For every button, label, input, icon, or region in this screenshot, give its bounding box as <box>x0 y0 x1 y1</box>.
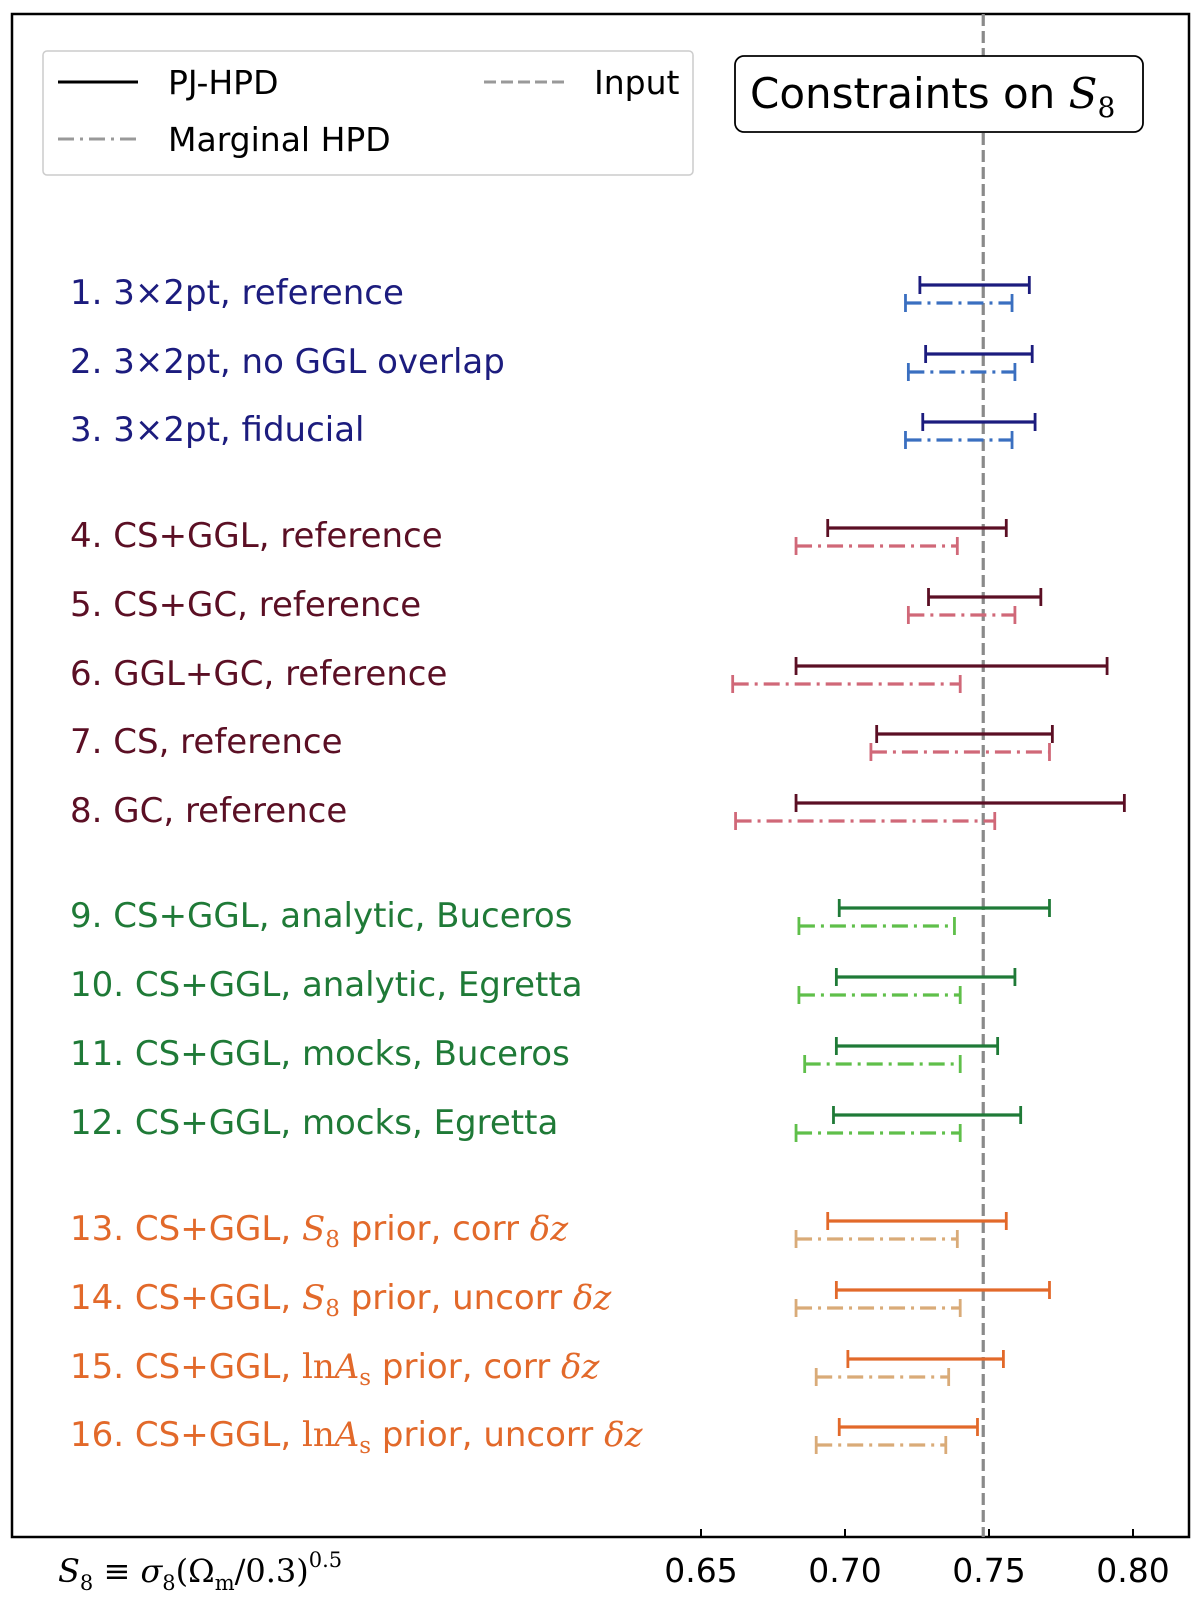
plot-frame <box>10 12 1191 1539</box>
row-label-13-part-3: prior, corr <box>340 1209 530 1249</box>
row-label-10: 10. CS+GGL, analytic, Egretta <box>70 965 583 1005</box>
marginal-hpd-bar-9 <box>797 917 956 935</box>
row-label-15-part-3: s <box>359 1365 371 1391</box>
pj-hpd-bar-9 <box>837 899 1051 917</box>
row-label-3: 3. 3×2pt, fiducial <box>70 410 365 450</box>
chart-title-prefix: Constraints on <box>750 69 1069 118</box>
row-label-14-part-1: S <box>302 1278 325 1318</box>
marginal-hpd-bar-10 <box>797 986 962 1004</box>
marginal-hpd-bar-11 <box>803 1055 962 1073</box>
row-label-6: 6. GGL+GC, reference <box>70 654 447 694</box>
row-label-8: 8. GC, reference <box>70 791 347 831</box>
row-label-12: 12. CS+GGL, mocks, Egretta <box>70 1103 558 1143</box>
x-axis: 0.65 0.70 0.75 0.80 <box>664 1529 1170 1590</box>
chart-title-symbol: S <box>1069 69 1098 118</box>
marginal-hpd-bar-14 <box>794 1299 962 1317</box>
row-label-16-part-1: ln <box>302 1415 335 1455</box>
pj-hpd-bar-7 <box>875 725 1054 743</box>
row-label-13-part-4: δz <box>530 1209 569 1249</box>
row-label-14-part-0: 14. CS+GGL, <box>70 1278 302 1318</box>
legend: PJ-HPD Marginal HPD Input <box>42 50 694 176</box>
row-label-14-part-3: prior, uncorr <box>340 1278 573 1318</box>
pj-hpd-bar-5 <box>927 588 1043 606</box>
chart-title-subscript: 8 <box>1097 91 1115 124</box>
legend-marginal-label: Marginal HPD <box>168 120 391 159</box>
pj-hpd-bar-14 <box>834 1281 1051 1299</box>
row-label-15-part-2: A <box>332 1347 360 1387</box>
row-label-2: 2. 3×2pt, no GGL overlap <box>70 342 505 382</box>
row-label-16-part-5: δz <box>604 1415 643 1455</box>
marginal-hpd-bar-16 <box>814 1436 948 1454</box>
row-labels-layer: 1. 3×2pt, reference 2. 3×2pt, no GGL over… <box>70 273 644 1459</box>
pj-hpd-bar-13 <box>826 1212 1008 1230</box>
marginal-hpd-bar-3 <box>904 431 1014 449</box>
row-label-15-part-1: ln <box>302 1347 335 1387</box>
pj-hpd-bar-10 <box>834 968 1017 986</box>
legend-box <box>42 50 694 176</box>
pj-hpd-bar-8 <box>794 794 1126 812</box>
row-label-16: 16. CS+GGL, lnAs prior, uncorr δz <box>70 1415 644 1459</box>
marginal-hpd-bar-13 <box>794 1230 959 1248</box>
row-label-13-part-1: S <box>302 1209 325 1249</box>
x-tick-label-1: 0.70 <box>808 1551 881 1590</box>
legend-pj-label: PJ-HPD <box>168 63 279 102</box>
marginal-hpd-bar-2 <box>906 363 1017 381</box>
legend-input-label: Input <box>594 63 680 102</box>
row-label-15: 15. CS+GGL, lnAs prior, corr δz <box>70 1347 600 1391</box>
row-label-1: 1. 3×2pt, reference <box>70 273 404 313</box>
pj-hpd-bar-6 <box>794 657 1109 675</box>
row-label-14-part-4: δz <box>573 1278 612 1318</box>
marginal-hpd-bar-1 <box>904 294 1014 312</box>
title-box-frame <box>734 55 1144 133</box>
row-label-13-part-0: 13. CS+GGL, <box>70 1209 302 1249</box>
x-tick-label-0: 0.65 <box>664 1551 737 1590</box>
row-label-15-part-4: prior, corr <box>371 1347 561 1387</box>
marginal-hpd-bar-4 <box>794 537 959 555</box>
row-label-13-part-2: 8 <box>325 1227 340 1253</box>
pj-hpd-bar-3 <box>921 413 1037 431</box>
row-label-5: 5. CS+GC, reference <box>70 585 421 625</box>
row-label-16-part-4: prior, uncorr <box>371 1415 604 1455</box>
marginal-hpd-bar-12 <box>794 1124 962 1142</box>
marginal-hpd-bar-15 <box>814 1368 951 1386</box>
pj-hpd-bar-16 <box>837 1418 979 1436</box>
pj-hpd-bar-4 <box>826 519 1008 537</box>
marginal-hpd-bar-7 <box>869 743 1051 761</box>
row-label-7: 7. CS, reference <box>70 722 343 762</box>
marginal-hpd-bar-5 <box>906 606 1017 624</box>
pj-hpd-bar-1 <box>918 276 1031 294</box>
row-label-11: 11. CS+GGL, mocks, Buceros <box>70 1034 570 1074</box>
row-label-14: 14. CS+GGL, S8 prior, uncorr δz <box>70 1278 612 1322</box>
marginal-hpd-bar-6 <box>731 675 962 693</box>
x-tick-label-2: 0.75 <box>952 1551 1025 1590</box>
row-label-16-part-3: s <box>359 1433 371 1459</box>
pj-hpd-bar-2 <box>924 345 1034 363</box>
row-label-16-part-0: 16. CS+GGL, <box>70 1415 302 1455</box>
row-label-16-part-2: A <box>332 1415 360 1455</box>
errorbars-layer <box>731 276 1126 1454</box>
x-tick-label-3: 0.80 <box>1096 1551 1169 1590</box>
pj-hpd-bar-11 <box>834 1037 1000 1055</box>
row-label-13: 13. CS+GGL, S8 prior, corr δz <box>70 1209 569 1253</box>
x-axis-label: S8 ≡ σ8(Ωm/0.3)0.5 <box>58 1548 342 1595</box>
title-box: Constraints on S8 <box>734 55 1144 133</box>
row-label-15-part-5: δz <box>561 1347 600 1387</box>
row-label-9: 9. CS+GGL, analytic, Buceros <box>70 896 572 936</box>
row-label-4: 4. CS+GGL, reference <box>70 516 443 556</box>
pj-hpd-bar-12 <box>832 1106 1023 1124</box>
chart-title: Constraints on S8 <box>750 69 1115 124</box>
row-label-15-part-0: 15. CS+GGL, <box>70 1347 302 1387</box>
marginal-hpd-bar-8 <box>734 812 997 830</box>
row-label-14-part-2: 8 <box>325 1296 340 1322</box>
pj-hpd-bar-15 <box>846 1350 1005 1368</box>
